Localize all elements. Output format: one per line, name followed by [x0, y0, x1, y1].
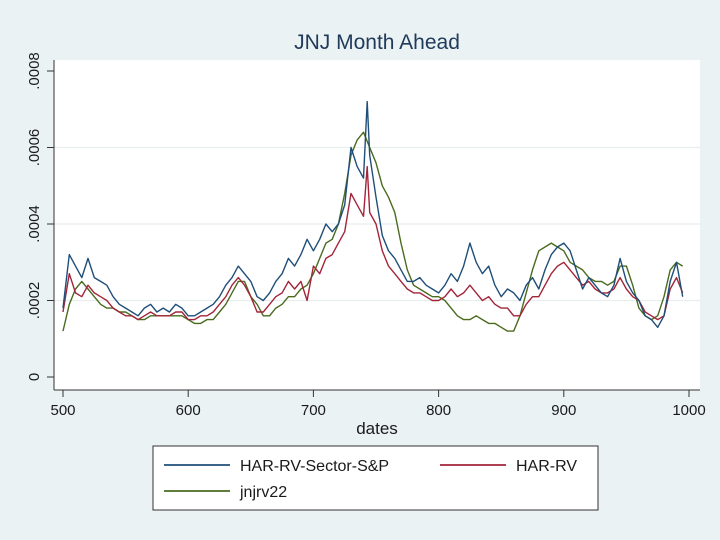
chart-title: JNJ Month Ahead [294, 31, 460, 54]
series-line-har-rv [62, 165, 684, 321]
legend-label-har-rv: HAR-RV [516, 458, 577, 475]
y-tick-label: 0 [26, 373, 43, 381]
series-line-har-rv-sector-s-p [62, 100, 684, 328]
y-tick-label: .0002 [26, 282, 43, 320]
x-tick-label: 800 [426, 402, 451, 419]
x-tick-label: 500 [50, 402, 75, 419]
axes: 0 .0002 .0004 .0006 .0008 500 600 700 800 900 1000 [26, 52, 706, 419]
legend-box [152, 445, 599, 511]
x-tick-label: 600 [176, 402, 201, 419]
legend-label-har-rv-sector-s-p: HAR-RV-Sector-S&P [240, 458, 389, 475]
x-tick-label: 1000 [672, 402, 705, 419]
y-tick-label: .0004 [26, 205, 43, 243]
x-axis-title: dates [356, 419, 398, 438]
y-tick-label: .0008 [26, 52, 43, 90]
x-tick-label: 700 [301, 402, 326, 419]
series-lines [62, 100, 684, 332]
legend: HAR-RV-Sector-S&P HAR-RV jnjrv22 [152, 445, 599, 511]
y-tick-label: .0006 [26, 129, 43, 167]
plot-area [54, 60, 700, 390]
legend-label-jnjrv22: jnjrv22 [239, 484, 287, 501]
grid [54, 146, 700, 302]
x-tick-label: 900 [551, 402, 576, 419]
